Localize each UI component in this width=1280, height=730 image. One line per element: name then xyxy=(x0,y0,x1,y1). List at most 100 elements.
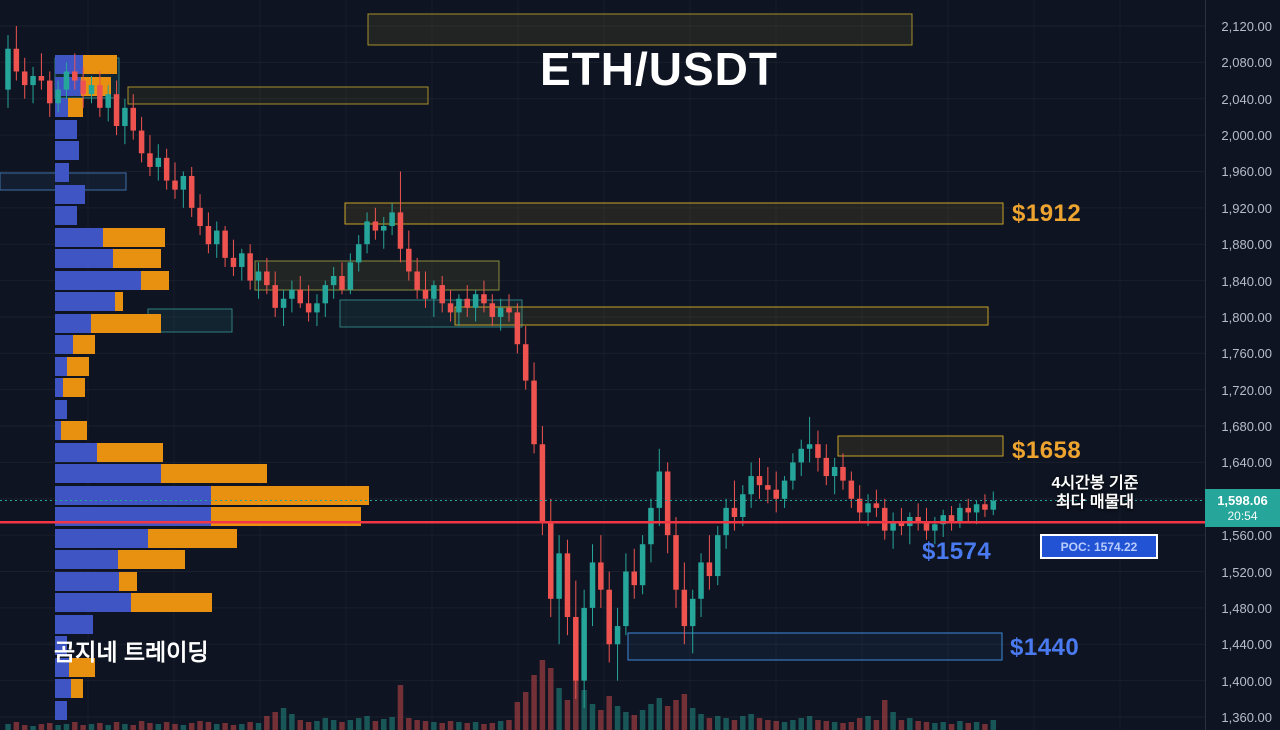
volume-bar xyxy=(531,675,537,730)
price-axis-tick: 1,520.00 xyxy=(1221,564,1272,580)
volume-profile-bar-orange xyxy=(103,228,165,247)
candle-body xyxy=(180,176,187,190)
candle-body xyxy=(247,253,253,281)
candle-body xyxy=(715,535,721,577)
supply-demand-zone xyxy=(454,306,989,326)
candle-body xyxy=(506,307,512,313)
volume-profile-bar-blue xyxy=(55,228,103,247)
candle-body xyxy=(314,303,320,313)
candle-body xyxy=(840,466,846,481)
price-axis-tick: 2,000.00 xyxy=(1221,128,1272,144)
volume-profile-bar-blue xyxy=(55,486,211,505)
volume-profile-bar-blue xyxy=(55,615,93,634)
volume-profile-bar-blue xyxy=(55,292,115,311)
candle-body xyxy=(815,444,821,458)
volume-bar xyxy=(539,660,546,730)
volume-bar xyxy=(47,723,53,730)
volume-bar xyxy=(639,710,646,730)
price-axis-tick: 1,880.00 xyxy=(1221,237,1272,253)
volume-bar xyxy=(322,718,329,730)
volume-bar xyxy=(172,724,178,730)
volume-bar xyxy=(21,725,28,730)
volume-bar xyxy=(97,723,103,730)
volume-bar xyxy=(381,719,387,730)
candle-body xyxy=(439,285,445,304)
volume-profile-bar-orange xyxy=(148,529,237,548)
candle-body xyxy=(347,262,354,290)
volume-profile-bar-orange xyxy=(141,271,169,290)
candle-body xyxy=(105,94,111,108)
candle-body xyxy=(631,571,637,586)
candle-body xyxy=(890,521,896,531)
price-axis-tick: 1,640.00 xyxy=(1221,455,1272,471)
volume-profile-bar-blue xyxy=(55,679,71,698)
volume-profile-bar-orange xyxy=(71,679,83,698)
volume-bar xyxy=(773,721,779,730)
volume-bar xyxy=(456,722,462,730)
volume-profile-bar-orange xyxy=(161,464,267,483)
price-axis-tick: 1,920.00 xyxy=(1221,200,1272,216)
volume-bar xyxy=(330,720,337,730)
candle-body xyxy=(222,230,228,258)
volume-profile-bar-orange xyxy=(81,77,111,96)
candle-body xyxy=(614,626,621,645)
candle-body xyxy=(548,521,554,599)
candle-body xyxy=(80,80,86,95)
volume-bar xyxy=(556,688,562,730)
volume-profile-bar-blue xyxy=(55,141,79,160)
candle-body xyxy=(55,89,61,104)
candle-body xyxy=(214,230,220,245)
price-axis[interactable]: 2,120.00 2,080.00 2,040.00 2,000.00 1,960.00… xyxy=(1205,0,1280,730)
volume-bar xyxy=(372,721,379,730)
candle-body xyxy=(297,289,303,304)
candle-body xyxy=(531,380,537,445)
volume-bar xyxy=(197,721,203,730)
volume-bar xyxy=(815,720,821,730)
volume-profile-bar-blue xyxy=(55,464,161,483)
price-axis-tick: 2,080.00 xyxy=(1221,55,1272,71)
candle-body xyxy=(147,153,153,167)
volume-bar xyxy=(581,690,587,730)
candle-body xyxy=(456,298,462,313)
candle-body xyxy=(197,207,203,227)
volume-bar xyxy=(573,678,579,730)
volume-bar xyxy=(656,698,663,730)
candle-body xyxy=(706,562,713,577)
volume-bar xyxy=(589,704,596,730)
volume-bar xyxy=(890,712,896,730)
volume-bar xyxy=(965,723,971,730)
supply-demand-zone xyxy=(344,202,1004,225)
volume-bar xyxy=(414,720,420,730)
volume-bar xyxy=(873,720,880,730)
candle-body xyxy=(447,303,454,313)
candle-body xyxy=(623,571,629,627)
candle-body xyxy=(13,48,20,72)
volume-bar xyxy=(305,722,312,730)
candle-body xyxy=(497,307,504,317)
volume-profile-bar-orange xyxy=(67,357,89,376)
price-axis-tick: 1,760.00 xyxy=(1221,346,1272,362)
candle-body xyxy=(322,285,329,304)
candle-body xyxy=(781,480,788,499)
volume-bar xyxy=(915,721,921,730)
volume-bar xyxy=(38,724,45,730)
volume-bar xyxy=(5,724,11,730)
volume-bar xyxy=(907,718,913,730)
volume-bar xyxy=(606,696,612,730)
candle-body xyxy=(539,444,546,522)
candle-body xyxy=(940,515,946,525)
volume-bar xyxy=(431,722,437,730)
volume-bar xyxy=(406,718,412,730)
price-axis-tick: 1,800.00 xyxy=(1221,309,1272,325)
volume-bar xyxy=(648,704,654,730)
volume-bar xyxy=(130,725,136,730)
price-axis-tick: 1,960.00 xyxy=(1221,164,1272,180)
candle-body xyxy=(865,503,871,513)
candle-body xyxy=(364,221,370,245)
volume-bar xyxy=(264,716,270,730)
volume-bar xyxy=(280,708,287,730)
candle-body xyxy=(581,607,587,681)
candle-body xyxy=(280,298,287,308)
